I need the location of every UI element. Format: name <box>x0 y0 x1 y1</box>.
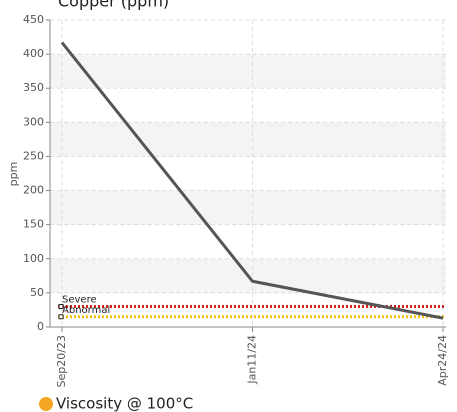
grid-band <box>50 122 446 157</box>
y-axis-label: ppm <box>7 162 20 187</box>
y-tick-label: 250 <box>23 149 44 162</box>
y-tick-label: 300 <box>23 115 44 128</box>
chart-title: Copper (ppm) <box>58 0 169 11</box>
y-tick-label: 0 <box>37 320 44 333</box>
x-tick-label: Sep20/23 <box>55 335 68 387</box>
y-tick-label: 50 <box>30 286 44 299</box>
y-tick-label: 150 <box>23 218 44 231</box>
threshold-marker <box>58 304 64 310</box>
x-tick-label: Apr24/24 <box>436 335 449 386</box>
data-line <box>60 41 444 320</box>
y-tick-label: 100 <box>23 252 44 265</box>
next-chart-icon <box>39 397 53 411</box>
threshold-marker <box>58 314 64 320</box>
y-tick-label: 200 <box>23 184 44 197</box>
y-tick-label: 450 <box>23 13 44 26</box>
grid-band <box>50 190 446 225</box>
grid-band <box>50 54 446 89</box>
next-chart-title: Viscosity @ 100°C <box>56 395 193 412</box>
threshold-label: Abnormal <box>62 305 110 316</box>
x-tick-label: Jan11/24 <box>246 335 259 385</box>
y-tick-label: 400 <box>23 47 44 60</box>
y-tick-label: 350 <box>23 81 44 94</box>
threshold-label: Severe <box>62 295 97 306</box>
